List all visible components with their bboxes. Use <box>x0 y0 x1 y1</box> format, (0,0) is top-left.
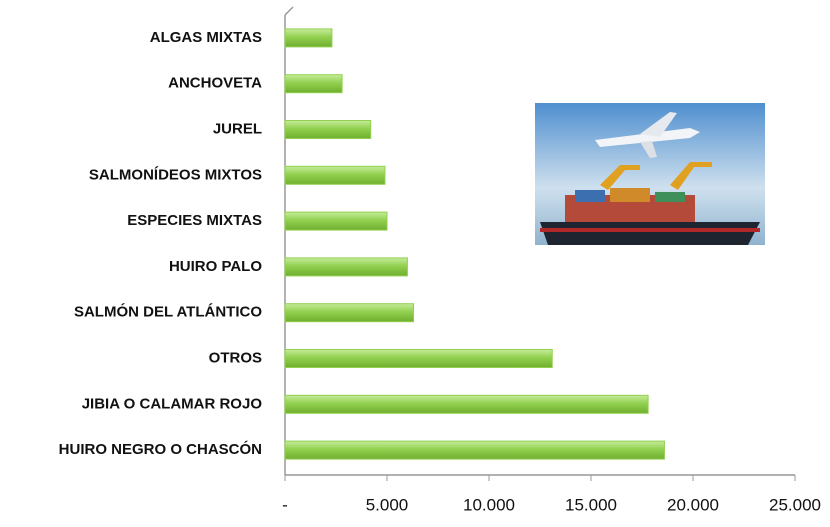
bar <box>284 120 372 139</box>
bar <box>284 257 408 277</box>
bar <box>284 165 386 185</box>
axis-wall <box>284 6 294 16</box>
bar <box>284 440 665 460</box>
y-tick-label: JIBIA O CALAMAR ROJO <box>82 395 263 412</box>
bar <box>284 211 388 231</box>
x-tick-label: 15.000 <box>565 495 617 514</box>
x-tick-label: 10.000 <box>463 495 515 514</box>
x-tick-label: - <box>282 495 288 514</box>
bar <box>284 349 553 368</box>
bar <box>284 74 343 94</box>
y-tick-label: ALGAS MIXTAS <box>150 29 262 46</box>
y-tick-label: ANCHOVETA <box>168 75 262 92</box>
x-tick-label: 25.000 <box>769 495 821 514</box>
y-tick-label: HUIRO PALO <box>169 258 262 275</box>
bar <box>284 394 649 414</box>
bar <box>284 303 415 323</box>
y-tick-label: OTROS <box>209 349 262 366</box>
y-tick-label: ESPECIES MIXTAS <box>127 212 262 229</box>
y-tick-label: SALMÓN DEL ATLÁNTICO <box>74 303 262 321</box>
bar <box>284 28 333 48</box>
x-tick-label: 20.000 <box>667 495 719 514</box>
x-tick-label: 5.000 <box>366 495 409 514</box>
y-tick-label: SALMONÍDEOS MIXTOS <box>89 166 262 183</box>
y-tick-label: JUREL <box>213 120 262 137</box>
y-tick-label: HUIRO NEGRO O CHASCÓN <box>59 440 262 458</box>
photo <box>535 103 765 245</box>
